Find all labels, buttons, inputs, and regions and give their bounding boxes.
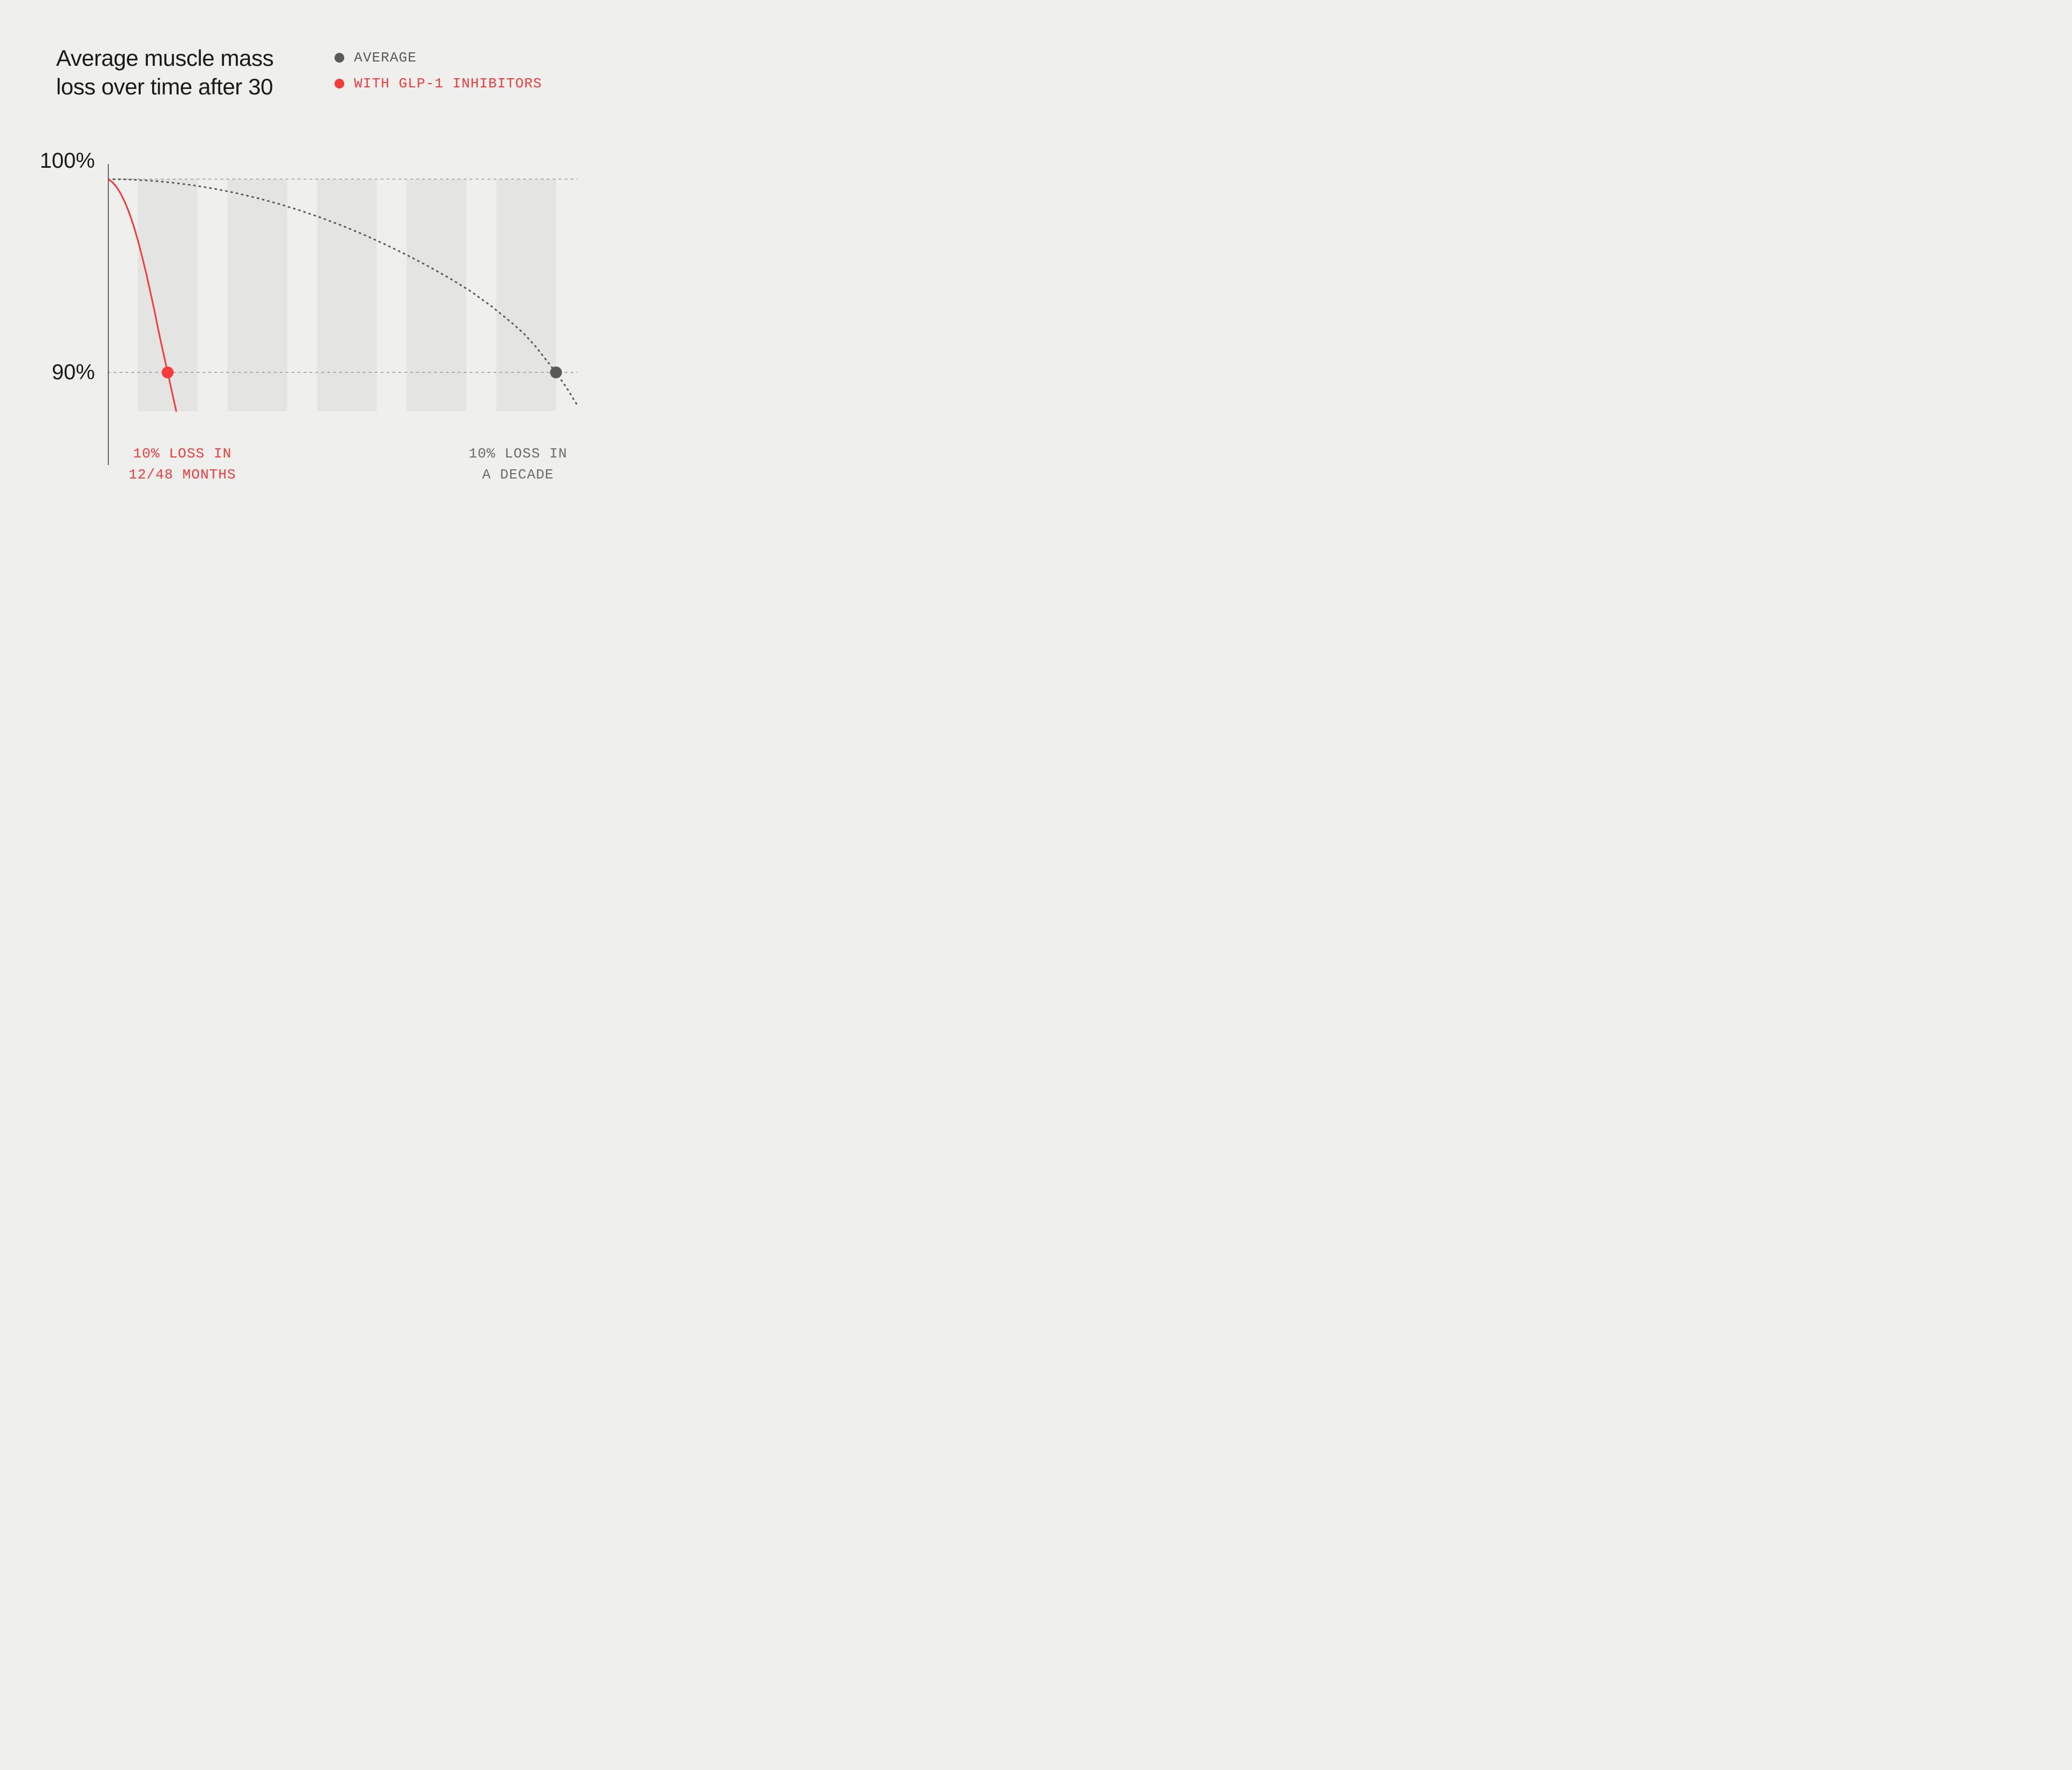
annotation-line: 10% LOSS IN <box>432 443 604 464</box>
legend-item-with-glp-1-inhibitors: WITH GLP-1 INHIBITORS <box>335 76 542 92</box>
title-line-2: loss over time after 30 <box>56 74 273 99</box>
title-line-1: Average muscle mass <box>56 45 274 71</box>
legend-label: WITH GLP-1 INHIBITORS <box>354 76 542 92</box>
annotation-glp1: 10% LOSS IN12/48 MONTHS <box>96 443 269 486</box>
y-tick-label: 100% <box>0 149 95 173</box>
annotation-average: 10% LOSS INA DECADE <box>432 443 604 486</box>
marker-average <box>550 366 562 378</box>
legend-item-average: AVERAGE <box>335 50 542 66</box>
annotation-line: 12/48 MONTHS <box>96 464 269 486</box>
chart-plot <box>108 164 577 465</box>
legend-dot-icon <box>335 53 344 63</box>
annotation-line: 10% LOSS IN <box>96 443 269 464</box>
y-tick-label: 90% <box>0 360 95 385</box>
marker-glp1 <box>162 366 174 378</box>
annotation-line: A DECADE <box>432 464 604 486</box>
legend-label: AVERAGE <box>354 50 417 66</box>
legend: AVERAGE WITH GLP-1 INHIBITORS <box>335 50 542 92</box>
chart-canvas: Average muscle mass loss over time after… <box>0 0 637 544</box>
chart-title: Average muscle mass loss over time after… <box>56 44 274 101</box>
legend-dot-icon <box>335 79 344 88</box>
